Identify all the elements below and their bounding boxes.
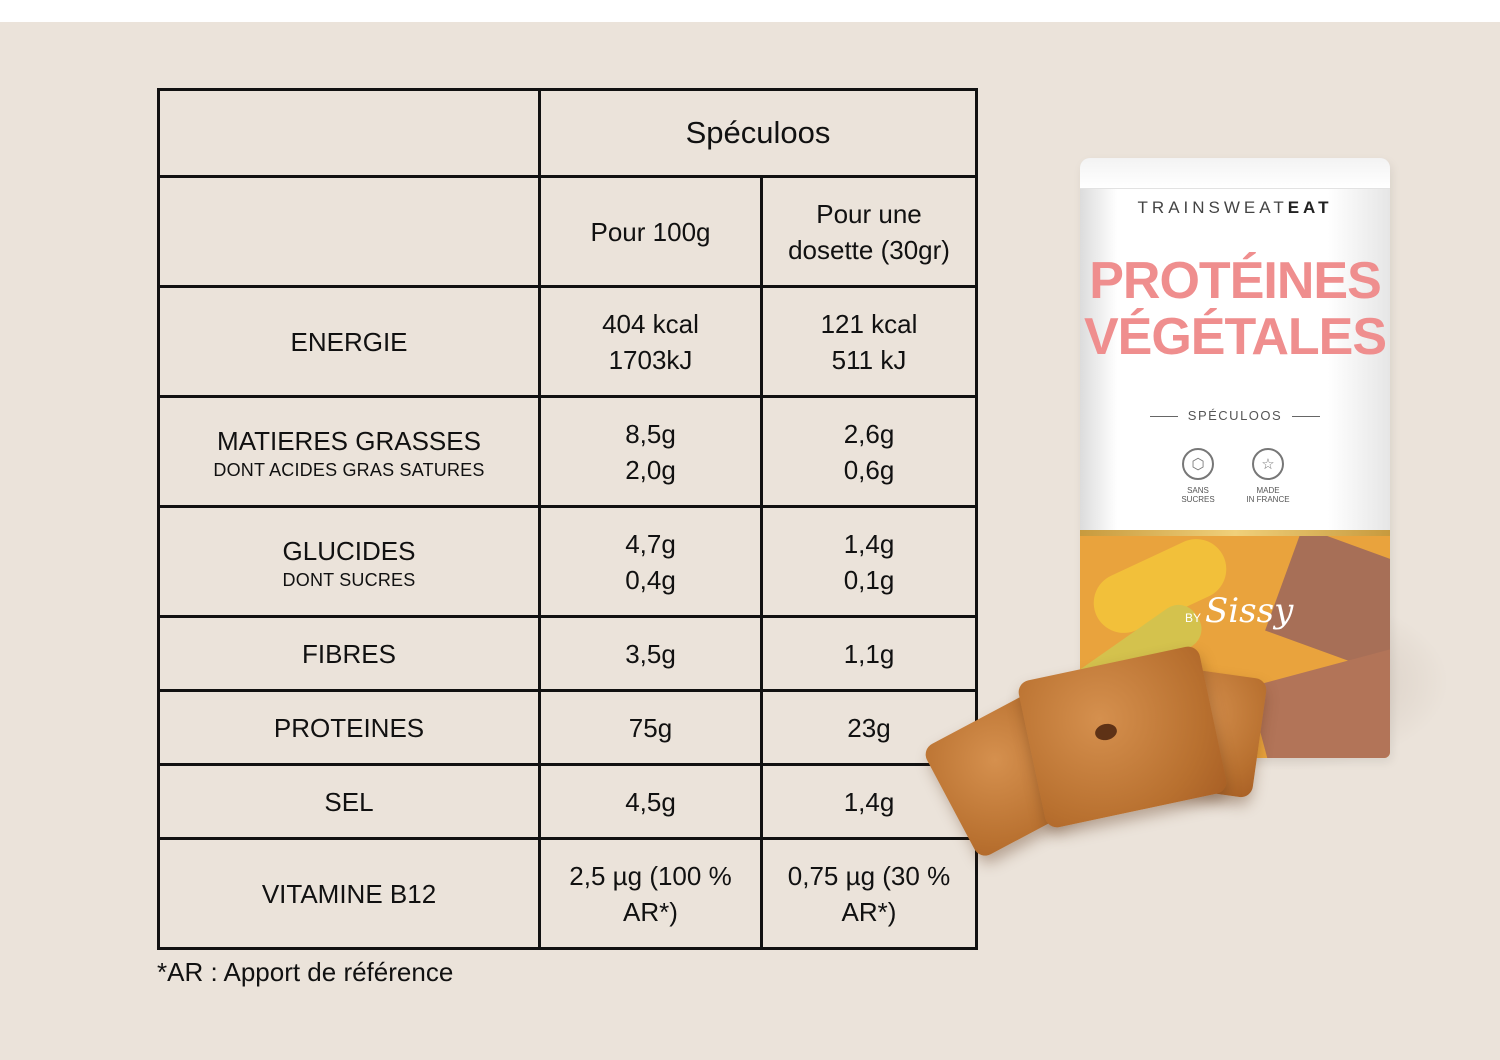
table-row-glucides: GLUCIDES DONT SUCRES 4,7g 0,4g 1,4g 0,1g bbox=[157, 505, 978, 618]
row-label: FIBRES bbox=[157, 615, 541, 692]
signature-logo: BY Sissy bbox=[1185, 591, 1294, 631]
value-per-100g: 4,7g 0,4g bbox=[538, 505, 763, 618]
row-label: PROTEINES bbox=[157, 689, 541, 766]
column-header-row: Pour 100g Pour une dosette (30gr) bbox=[157, 175, 978, 288]
value-per-100g: 75g bbox=[538, 689, 763, 766]
value-per-100g: 4,5g bbox=[538, 763, 763, 840]
value-per-100g: 2,5 µg (100 % AR*) bbox=[538, 837, 763, 950]
product-flavor: SPÉCULOOS bbox=[1080, 408, 1390, 423]
column-header-per-dose: Pour une dosette (30gr) bbox=[760, 175, 978, 288]
row-sublabel: DONT SUCRES bbox=[282, 569, 416, 590]
column-header-line: Pour une bbox=[816, 198, 922, 229]
footnote: *AR : Apport de référence bbox=[157, 957, 454, 987]
gold-band bbox=[1080, 530, 1390, 536]
table-row-matieres-grasses: MATIERES GRASSES DONT ACIDES GRAS SATURE… bbox=[157, 395, 978, 508]
sugar-cube-icon: ⬡ bbox=[1182, 448, 1214, 480]
value-per-dose: 0,75 µg (30 % AR*) bbox=[760, 837, 978, 950]
table-row-sel: SEL 4,5g 1,4g bbox=[157, 763, 978, 840]
row-sublabel: DONT ACIDES GRAS SATURES bbox=[213, 459, 485, 480]
value-per-100g: 404 kcal 1703kJ bbox=[538, 285, 763, 398]
value-per-dose: 2,6g 0,6g bbox=[760, 395, 978, 508]
badge-sans-sucres: ⬡ SANS SUCRES bbox=[1168, 448, 1228, 504]
brand-logo: TRAINSWEATEAT bbox=[1137, 198, 1333, 217]
row-label: MATIERES GRASSES DONT ACIDES GRAS SATURE… bbox=[157, 395, 541, 508]
row-label: GLUCIDES DONT SUCRES bbox=[157, 505, 541, 618]
value-per-dose: 1,1g bbox=[760, 615, 978, 692]
empty-corner-cell bbox=[157, 88, 541, 178]
column-header-line: dosette (30gr) bbox=[788, 234, 950, 265]
value-per-100g: 3,5g bbox=[538, 615, 763, 692]
table-row-vitamine-b12: VITAMINE B12 2,5 µg (100 % AR*) 0,75 µg (… bbox=[157, 837, 978, 950]
table-row-energie: ENERGIE 404 kcal 1703kJ 121 kcal 511 kJ bbox=[157, 285, 978, 398]
value-per-100g: 8,5g 2,0g bbox=[538, 395, 763, 508]
row-label: VITAMINE B12 bbox=[157, 837, 541, 950]
speculoos-cookie bbox=[1016, 644, 1229, 830]
table-title-row: Spéculoos bbox=[157, 88, 978, 178]
table-title: Spéculoos bbox=[538, 88, 978, 178]
badge-made-in-france: ☆ MADE IN FRANCE bbox=[1238, 448, 1298, 504]
can-lid bbox=[1080, 158, 1390, 189]
table-row-proteines: PROTEINES 75g 23g bbox=[157, 689, 978, 766]
row-label: ENERGIE bbox=[157, 285, 541, 398]
page-background: Spéculoos Pour 100g Pour une dosette (30… bbox=[0, 22, 1500, 1060]
france-map-icon: ☆ bbox=[1252, 448, 1284, 480]
nutrition-table: Spéculoos Pour 100g Pour une dosette (30… bbox=[157, 88, 978, 950]
value-per-dose: 121 kcal 511 kJ bbox=[760, 285, 978, 398]
column-header-per-100g: Pour 100g bbox=[538, 175, 763, 288]
empty-header-cell bbox=[157, 175, 541, 288]
row-label: SEL bbox=[157, 763, 541, 840]
table-row-fibres: FIBRES 3,5g 1,1g bbox=[157, 615, 978, 692]
product-name: PROTÉINES VÉGÉTALES bbox=[1083, 252, 1387, 366]
product-image: TRAINSWEATEAT PROTÉINES VÉGÉTALES SPÉCUL… bbox=[921, 152, 1450, 860]
value-per-dose: 1,4g 0,1g bbox=[760, 505, 978, 618]
